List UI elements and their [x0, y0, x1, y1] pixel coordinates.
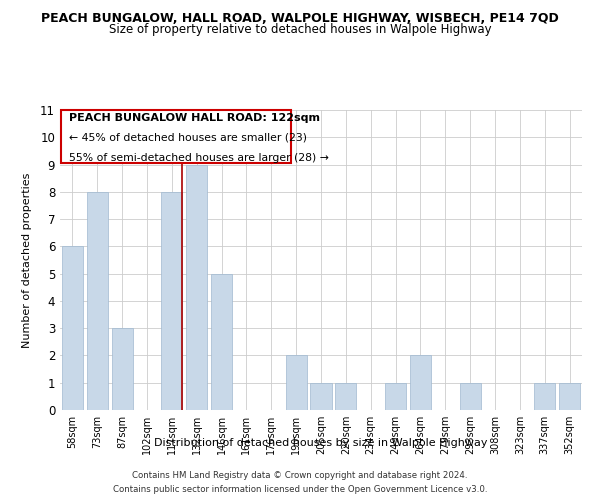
Bar	[559, 382, 580, 410]
Bar	[186, 164, 207, 410]
Bar	[286, 356, 307, 410]
Y-axis label: Number of detached properties: Number of detached properties	[22, 172, 32, 348]
Text: PEACH BUNGALOW HALL ROAD: 122sqm: PEACH BUNGALOW HALL ROAD: 122sqm	[69, 114, 320, 124]
Text: ← 45% of detached houses are smaller (23): ← 45% of detached houses are smaller (23…	[69, 133, 307, 143]
Text: 55% of semi-detached houses are larger (28) →: 55% of semi-detached houses are larger (…	[69, 152, 329, 162]
Bar	[460, 382, 481, 410]
Bar	[310, 382, 332, 410]
Bar	[335, 382, 356, 410]
Bar	[112, 328, 133, 410]
Bar	[161, 192, 182, 410]
Bar	[410, 356, 431, 410]
Bar	[87, 192, 108, 410]
Bar	[62, 246, 83, 410]
Text: Contains public sector information licensed under the Open Government Licence v3: Contains public sector information licen…	[113, 484, 487, 494]
Text: Contains HM Land Registry data © Crown copyright and database right 2024.: Contains HM Land Registry data © Crown c…	[132, 472, 468, 480]
Bar	[534, 382, 555, 410]
Bar	[211, 274, 232, 410]
Bar	[385, 382, 406, 410]
FancyBboxPatch shape	[61, 110, 291, 163]
Text: PEACH BUNGALOW, HALL ROAD, WALPOLE HIGHWAY, WISBECH, PE14 7QD: PEACH BUNGALOW, HALL ROAD, WALPOLE HIGHW…	[41, 12, 559, 26]
Text: Distribution of detached houses by size in Walpole Highway: Distribution of detached houses by size …	[154, 438, 488, 448]
Text: Size of property relative to detached houses in Walpole Highway: Size of property relative to detached ho…	[109, 22, 491, 36]
